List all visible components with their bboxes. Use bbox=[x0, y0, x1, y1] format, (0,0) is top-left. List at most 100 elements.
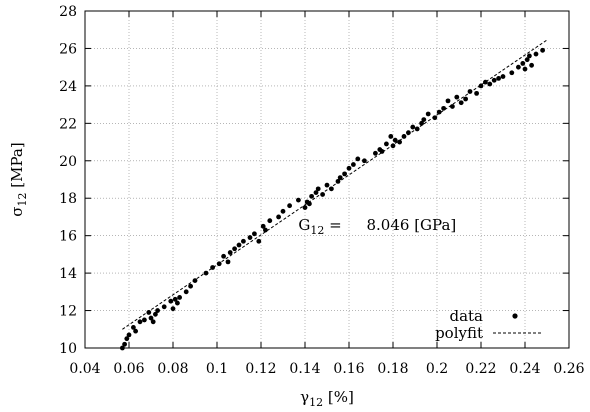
data-point bbox=[155, 308, 161, 313]
data-point bbox=[467, 89, 473, 94]
y-tick-label: 10 bbox=[59, 341, 77, 357]
data-point bbox=[529, 62, 534, 68]
data-point bbox=[210, 265, 216, 270]
x-tick-label: 0.16 bbox=[333, 361, 364, 377]
polyfit-series bbox=[122, 39, 548, 330]
data-point bbox=[500, 74, 506, 79]
data-point bbox=[478, 83, 484, 89]
data-point bbox=[120, 345, 125, 351]
y-tick-label: 12 bbox=[59, 304, 77, 320]
data-point bbox=[419, 120, 424, 126]
data-point bbox=[392, 137, 398, 143]
data-point bbox=[421, 117, 427, 122]
data-point bbox=[276, 214, 281, 220]
data-point bbox=[302, 205, 308, 210]
data-point bbox=[313, 190, 319, 196]
data-point bbox=[362, 158, 367, 164]
data-point bbox=[483, 79, 488, 85]
data-point bbox=[373, 150, 378, 156]
legend-label-polyfit: polyfit bbox=[435, 324, 483, 342]
y-tick-label: 18 bbox=[59, 191, 77, 207]
data-point bbox=[390, 143, 396, 149]
data-point bbox=[247, 235, 253, 240]
data-point bbox=[379, 149, 385, 154]
x-axis-label: γ12 [%] bbox=[300, 388, 354, 409]
data-point bbox=[153, 311, 158, 317]
legend-marker-data bbox=[512, 313, 518, 319]
axis-ticks bbox=[84, 10, 570, 349]
data-point bbox=[491, 77, 497, 83]
data-point bbox=[516, 64, 521, 70]
x-tick-label: 0.06 bbox=[113, 361, 144, 377]
data-point bbox=[131, 325, 136, 330]
data-point bbox=[225, 259, 231, 265]
data-point bbox=[183, 289, 189, 295]
data-point bbox=[126, 332, 132, 338]
y-tick-label: 26 bbox=[59, 41, 77, 57]
y-tick-label: 24 bbox=[59, 79, 77, 95]
grid bbox=[85, 11, 569, 348]
data-point bbox=[524, 57, 530, 63]
data-point bbox=[436, 109, 442, 115]
legend-label-data: data bbox=[449, 307, 483, 325]
data-point bbox=[496, 76, 501, 81]
data-point bbox=[527, 53, 532, 59]
data-point bbox=[520, 61, 526, 66]
x-tick-label: 0.1 bbox=[206, 361, 228, 377]
y-tick-label: 20 bbox=[59, 154, 77, 170]
data-point bbox=[177, 295, 183, 300]
data-point bbox=[533, 51, 539, 57]
y-axis-label: σ12 [MPa] bbox=[8, 142, 29, 216]
data-point bbox=[320, 192, 325, 197]
data-point bbox=[397, 139, 402, 145]
data-point bbox=[188, 283, 194, 289]
data-point bbox=[406, 130, 411, 136]
data-point bbox=[236, 242, 242, 248]
data-point bbox=[252, 231, 257, 237]
data-point bbox=[241, 238, 246, 244]
y-tick-label: 28 bbox=[59, 4, 77, 20]
data-point bbox=[540, 47, 545, 53]
shear-modulus-annotation: G12 = 8.046 [GPa] bbox=[298, 216, 456, 237]
data-point bbox=[474, 90, 479, 96]
data-point bbox=[221, 253, 227, 259]
data-point bbox=[355, 156, 361, 162]
data-point bbox=[425, 111, 431, 117]
data-point bbox=[263, 227, 268, 233]
data-point bbox=[267, 218, 273, 224]
data-point bbox=[414, 126, 420, 132]
data-point bbox=[170, 306, 176, 312]
data-point bbox=[384, 141, 389, 147]
data-point bbox=[309, 193, 314, 199]
data-point bbox=[509, 70, 515, 76]
data-point bbox=[346, 165, 352, 171]
data-series bbox=[120, 47, 545, 351]
data-point bbox=[175, 300, 180, 306]
data-point bbox=[172, 296, 178, 302]
data-point bbox=[256, 238, 262, 244]
data-point bbox=[342, 171, 347, 177]
data-point bbox=[337, 175, 343, 181]
data-point bbox=[450, 104, 455, 109]
data-point bbox=[432, 115, 438, 121]
data-point bbox=[401, 134, 407, 139]
data-point bbox=[445, 98, 451, 104]
y-tick-label: 14 bbox=[59, 266, 77, 282]
data-point bbox=[458, 100, 464, 106]
polyfit-line bbox=[122, 39, 548, 330]
x-tick-label: 0.26 bbox=[553, 361, 584, 377]
data-point bbox=[315, 186, 321, 192]
data-point bbox=[133, 328, 139, 334]
data-point bbox=[410, 124, 416, 130]
data-point bbox=[441, 105, 446, 111]
data-point bbox=[307, 201, 312, 207]
data-point bbox=[454, 94, 460, 100]
data-point bbox=[142, 317, 147, 323]
data-point bbox=[227, 250, 233, 255]
data-point bbox=[324, 182, 330, 188]
data-point bbox=[122, 341, 127, 347]
data-point bbox=[260, 223, 266, 229]
data-point bbox=[280, 208, 286, 214]
data-point bbox=[203, 270, 209, 276]
